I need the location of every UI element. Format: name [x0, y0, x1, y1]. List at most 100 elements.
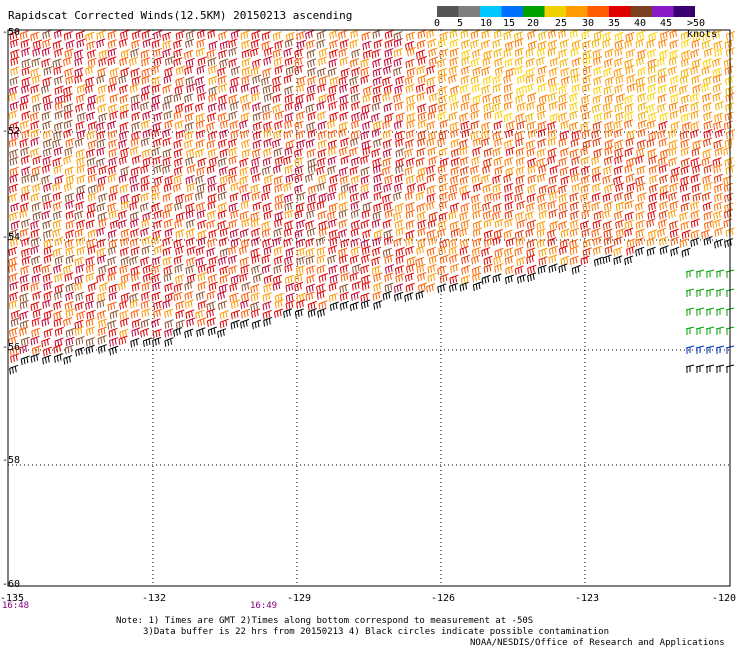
barb-flag — [210, 31, 213, 38]
wind-barb — [483, 102, 493, 107]
wind-barb — [680, 30, 690, 35]
barb-flag — [131, 79, 134, 86]
barb-flag — [65, 59, 68, 66]
barb-flag — [395, 69, 398, 76]
barb-flag — [670, 78, 673, 85]
barb-flag — [299, 66, 302, 73]
barb-flag — [164, 70, 167, 77]
barb-flag — [521, 87, 524, 94]
wind-barb — [317, 83, 327, 88]
wind-barb — [196, 47, 205, 52]
barb-flag — [278, 50, 281, 57]
wind-barb — [438, 67, 447, 72]
barb-flag — [614, 106, 617, 113]
barb-flag — [286, 50, 289, 57]
wind-barb — [240, 112, 250, 117]
barb-flag — [59, 67, 62, 74]
barb-flag — [701, 69, 704, 76]
barb-flag — [234, 112, 237, 119]
wind-barb — [482, 56, 492, 61]
barb-flag — [10, 69, 13, 77]
barb-flag — [482, 97, 485, 104]
barb-flag — [683, 41, 686, 48]
barb-flag — [255, 76, 258, 84]
barb-flag — [41, 114, 44, 121]
barb-flag — [387, 115, 390, 122]
barb-flag — [409, 114, 412, 122]
barb-flag — [99, 40, 102, 48]
barb-flag — [593, 69, 596, 76]
wind-barb — [64, 103, 73, 108]
barb-flag — [692, 95, 695, 102]
barb-flag — [231, 96, 234, 103]
barb-flag — [77, 76, 80, 83]
barb-flag — [372, 71, 375, 78]
wind-barb — [152, 83, 161, 88]
barb-flag — [558, 104, 561, 112]
barb-flag — [393, 41, 396, 48]
barb-flag — [266, 58, 269, 65]
barb-flag — [306, 87, 309, 94]
barb-flag — [607, 96, 610, 103]
wind-barb — [286, 31, 296, 36]
barb-flag — [54, 98, 57, 105]
wind-barb — [274, 40, 284, 45]
barb-flag — [681, 42, 684, 49]
barb-flag — [332, 32, 335, 39]
barb-flag — [11, 112, 14, 119]
barb-flag — [527, 43, 530, 51]
barb-flag — [284, 115, 287, 122]
barb-flag — [577, 84, 580, 92]
barb-flag — [464, 114, 467, 121]
barb-flag — [45, 32, 48, 39]
wind-barb — [449, 93, 458, 98]
barb-flag — [137, 112, 139, 120]
wind-barb — [384, 84, 393, 89]
barb-flag — [660, 69, 663, 77]
barb-flag — [706, 50, 709, 57]
wind-barb — [363, 49, 373, 54]
barb-flag — [410, 77, 413, 84]
barb-flag — [549, 116, 552, 123]
barb-flag — [463, 68, 466, 75]
barb-flag — [49, 67, 52, 74]
barb-flag — [268, 86, 271, 93]
barb-flag — [647, 77, 650, 85]
barb-flag — [213, 94, 216, 101]
barb-flag — [462, 86, 465, 93]
barb-flag — [399, 49, 402, 56]
barb-flag — [258, 113, 261, 120]
barb-flag — [124, 75, 127, 83]
barb-flag — [362, 96, 365, 104]
barb-flag — [213, 58, 216, 65]
barb-flag — [264, 33, 267, 40]
barb-flag — [131, 105, 134, 112]
barb-flag — [53, 69, 56, 76]
barb-flag — [262, 71, 265, 78]
barb-flag — [558, 32, 561, 39]
barb-flag — [598, 57, 601, 64]
barb-flag — [362, 89, 365, 96]
barb-flag — [222, 42, 225, 49]
barb-flag — [701, 86, 704, 93]
barb-flag — [76, 51, 79, 58]
wind-barb — [208, 75, 218, 80]
wind-barb — [548, 76, 557, 81]
barb-flag — [9, 34, 12, 41]
wind-barb — [724, 58, 733, 63]
barb-flag — [54, 113, 57, 120]
barb-flag — [56, 50, 59, 57]
barb-flag — [307, 70, 310, 77]
barb-flag — [277, 67, 280, 74]
wind-barb — [285, 56, 294, 61]
barb-flag — [497, 59, 500, 67]
barb-flag — [464, 58, 467, 65]
barb-flag — [411, 95, 414, 103]
barb-flag — [211, 88, 214, 95]
barb-flag — [318, 59, 321, 66]
barb-flag — [42, 41, 45, 49]
barb-flag — [223, 76, 226, 83]
barb-flag — [646, 95, 649, 102]
barb-flag — [329, 115, 332, 122]
wind-barb — [251, 39, 260, 44]
